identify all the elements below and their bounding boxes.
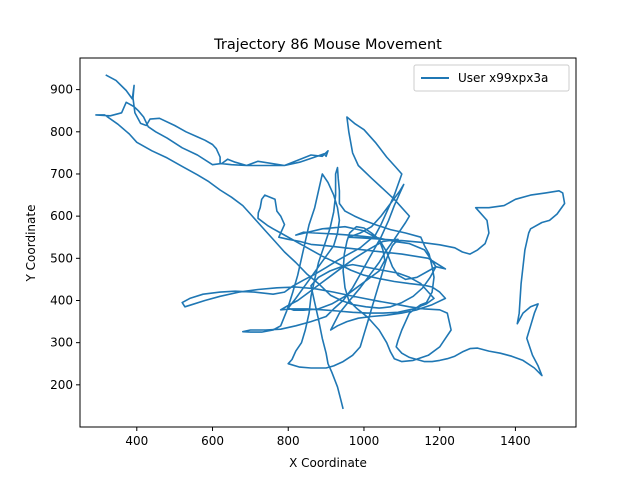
- x-tick-label: 400: [125, 434, 148, 448]
- x-axis: 400 600 800 1000 1200 1400: [125, 427, 531, 448]
- plot-area: 400 600 800 1000 1200 1400 200 300 400 500 600 700…: [50, 57, 577, 448]
- plot-frame: [79, 57, 577, 428]
- x-tick-label: 1400: [500, 434, 531, 448]
- y-axis: 200 300 400 500 600 700 800 900: [50, 83, 80, 392]
- x-tick-label: 1000: [349, 434, 380, 448]
- y-tick-label: 500: [50, 251, 73, 265]
- y-tick-label: 600: [50, 209, 73, 223]
- x-axis-label: X Coordinate: [289, 456, 367, 470]
- chart-title: Trajectory 86 Mouse Movement: [213, 37, 442, 53]
- x-tick-label: 800: [277, 434, 300, 448]
- y-tick-label: 800: [50, 125, 73, 139]
- legend-box: [413, 64, 570, 92]
- series-line-0: [95, 74, 566, 410]
- y-tick-label: 400: [50, 293, 73, 307]
- x-tick-label: 600: [201, 434, 224, 448]
- y-tick-label: 200: [50, 378, 73, 392]
- y-tick-label: 700: [50, 167, 73, 181]
- legend-label: User x99xpx3a: [458, 71, 548, 85]
- y-tick-label: 300: [50, 336, 73, 350]
- y-axis-label: Y Coordinate: [24, 205, 38, 283]
- series-layer: [95, 74, 566, 410]
- chart-legend: User x99xpx3a: [413, 64, 570, 92]
- x-tick-label: 1200: [424, 434, 455, 448]
- y-tick-label: 900: [50, 83, 73, 97]
